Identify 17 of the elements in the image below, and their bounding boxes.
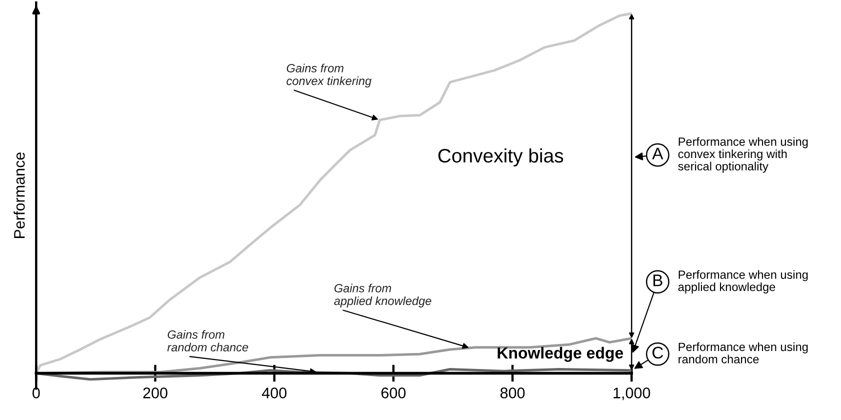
x-tick-label: 200 [143,388,168,398]
text: Performance when using applied knowledge [678,270,808,294]
annotation: Gains from applied knowledge [334,284,432,308]
text: C [652,346,664,359]
annotation: Gains from random chance [167,330,248,352]
y-axis-title: Performance [14,152,25,238]
x-tick-label: 1,000 [614,388,650,400]
text: Performance when using convex tinkering with serical optionality [678,137,808,173]
x-tick-label: 400 [262,388,286,398]
x-tick-label: 600 [381,388,406,398]
annotation: Convexity bias [438,148,564,166]
annotation: Knowledge edge [498,346,624,362]
x-tick-label: 800 [500,388,525,398]
text: Performance when using random chance [678,342,808,364]
text: A [652,148,664,160]
text: B [653,274,662,286]
annotation: Gains from convex tinkering [286,64,372,88]
